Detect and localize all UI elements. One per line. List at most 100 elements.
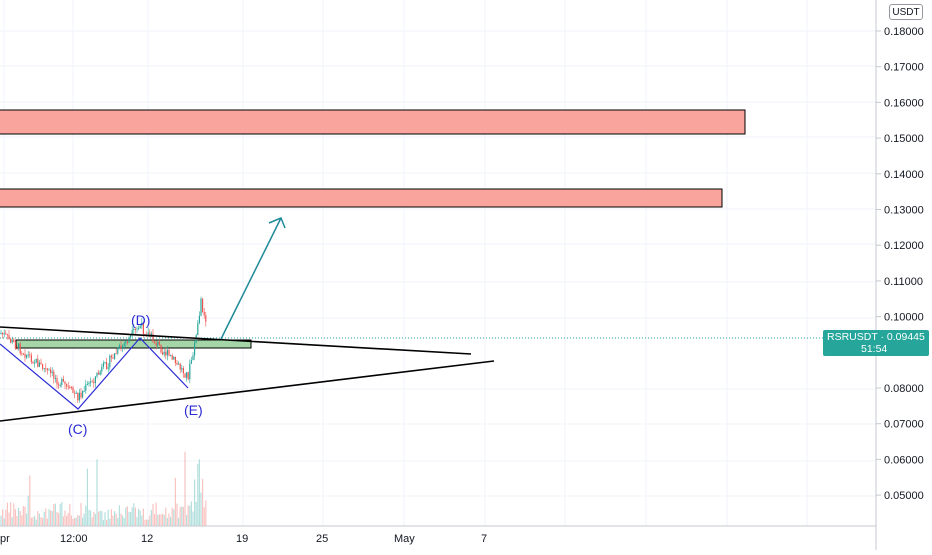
volume-bar [37,511,39,526]
candle-body [178,363,180,365]
lower-trendline[interactable] [0,360,495,422]
support-zone[interactable] [15,339,252,349]
candle-body [98,372,100,375]
candle-body [162,352,164,355]
candle-body [90,381,92,383]
volume-bar [56,512,58,526]
candle-body [53,371,55,379]
candle-body [114,353,116,359]
candle-body [46,368,48,371]
volume-bar [26,513,28,526]
volume-bar [126,506,128,526]
candle-body [186,372,188,378]
candle-body [35,358,37,363]
candle-body [101,366,103,372]
volume-bar [88,509,90,526]
candle-body [117,347,119,354]
candle-body [144,334,146,335]
volume-bar [154,514,156,526]
candle-body [182,368,184,374]
volume-bar [3,518,5,526]
volume-bar [43,511,45,526]
price-axis[interactable]: 0.18000 0.17000 0.16000 0.15000 0.14000 0.130… [875,0,932,550]
volume-bar [125,507,127,526]
candle-body [202,298,204,313]
volume-bar [115,513,117,526]
price-label: 0.06000 [884,454,924,466]
candle-body [170,355,172,357]
time-label: pr [0,533,10,545]
volume-bar [21,515,23,526]
volume-bar [109,518,111,526]
upper-trendline[interactable] [0,326,472,355]
volume-bar [18,507,20,526]
candle-body [174,356,176,363]
candle-body [147,332,149,337]
candle-body [181,368,183,370]
volume-bar [155,502,157,526]
volume-bar [34,515,36,526]
volume-bar [64,510,66,526]
currency-selector[interactable]: USDT [889,4,923,20]
volume-bar [163,514,165,526]
candle-body [72,387,74,393]
candle-body [45,367,47,369]
volume-bar [179,507,181,526]
volume-bar [136,516,138,526]
volume-bar [195,501,197,526]
wave-path[interactable] [0,337,189,410]
resistance-zone-lower[interactable] [0,188,723,208]
volume-bar [168,513,170,526]
candle-body [6,334,8,335]
volume-bar [133,503,135,526]
volume-bar [110,509,112,526]
volume-bar [142,508,144,526]
volume-bar [13,503,15,526]
candle-body [27,354,29,356]
volume-bar [173,509,175,526]
volume-bar [66,515,68,526]
volume-bar [165,507,167,526]
candle-body [94,376,96,384]
volume-bar [42,518,44,526]
volume-bar [11,517,13,526]
volume-bar [48,509,50,526]
candle-body [5,333,7,335]
volume-bar [158,514,160,526]
volume-bar [101,511,103,526]
candle-body [16,348,18,350]
time-axis[interactable]: pr 12:00 12 19 25 May 7 [0,525,876,545]
candle-body [110,355,112,358]
candle-body [126,341,128,343]
volume-bar [32,517,34,526]
candle-body [86,383,88,385]
candle-body [38,362,40,367]
time-label: 12 [141,533,153,545]
price-candles [0,296,207,404]
candle-body [173,356,175,360]
volume-bar [139,510,141,526]
projection-arrow[interactable] [220,217,286,340]
candle-body [62,379,64,382]
candle-body [102,362,104,367]
volume-bar [150,509,152,526]
candle-body [158,341,160,345]
volume-bar [184,451,186,526]
time-label: 19 [236,533,248,545]
candle-body [61,379,63,385]
volume-bar [53,504,55,526]
time-label: 12:00 [60,533,88,545]
candle-body [30,355,32,362]
candle-body [203,312,205,316]
volume-bar [62,516,64,526]
candle-body [13,339,15,343]
volume-bar [118,505,120,526]
volume-bar [30,517,32,526]
candle-body [8,334,10,339]
price-label: 0.07000 [884,419,924,431]
resistance-zone-upper[interactable] [0,109,746,135]
candle-body [128,337,130,343]
candle-body [176,362,178,365]
